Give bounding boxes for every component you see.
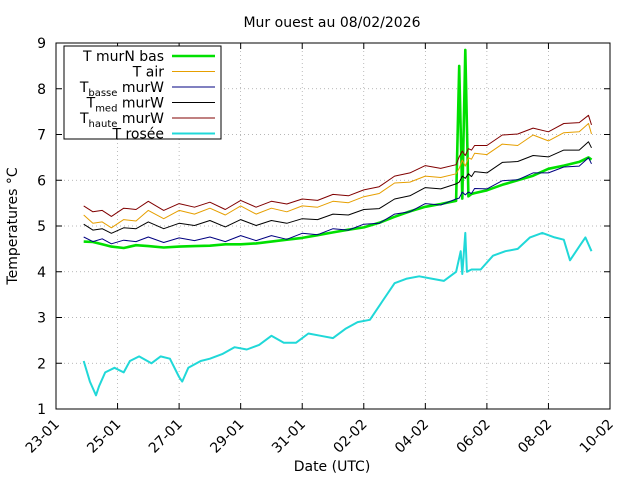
series-line-t-air — [83, 123, 592, 229]
series-line-tmed-murw — [83, 141, 592, 234]
series-line-thaute-murw — [83, 114, 592, 217]
y-tick-label: 8 — [37, 82, 46, 98]
y-tick-label: 2 — [37, 356, 46, 372]
legend-label: T murN bas — [82, 49, 164, 65]
y-tick-label: 9 — [37, 36, 46, 52]
y-tick-label: 7 — [37, 128, 46, 144]
series-line-t-ros-e — [82, 231, 593, 397]
series-layer — [82, 48, 593, 397]
legend-box — [63, 45, 222, 140]
series-line-t-murn-bas — [83, 48, 593, 250]
y-tick-label: 1 — [37, 402, 46, 418]
chart-title: Mur ouest au 08/02/2026 — [243, 15, 420, 31]
y-tick-label: 5 — [37, 219, 46, 235]
y-tick-label: 3 — [37, 311, 46, 327]
legend-label: Tmed murW — [86, 96, 165, 115]
y-axis-label: Temperatures °C — [5, 167, 21, 285]
legend-label: T air — [132, 65, 164, 81]
y-tick-label: 6 — [37, 173, 46, 189]
legend-label: T rosée — [111, 127, 164, 143]
series-line-tbasse-murw — [83, 157, 592, 245]
grid — [55, 42, 611, 410]
y-tick-label: 4 — [37, 265, 46, 281]
x-axis-label: Date (UTC) — [294, 459, 371, 475]
